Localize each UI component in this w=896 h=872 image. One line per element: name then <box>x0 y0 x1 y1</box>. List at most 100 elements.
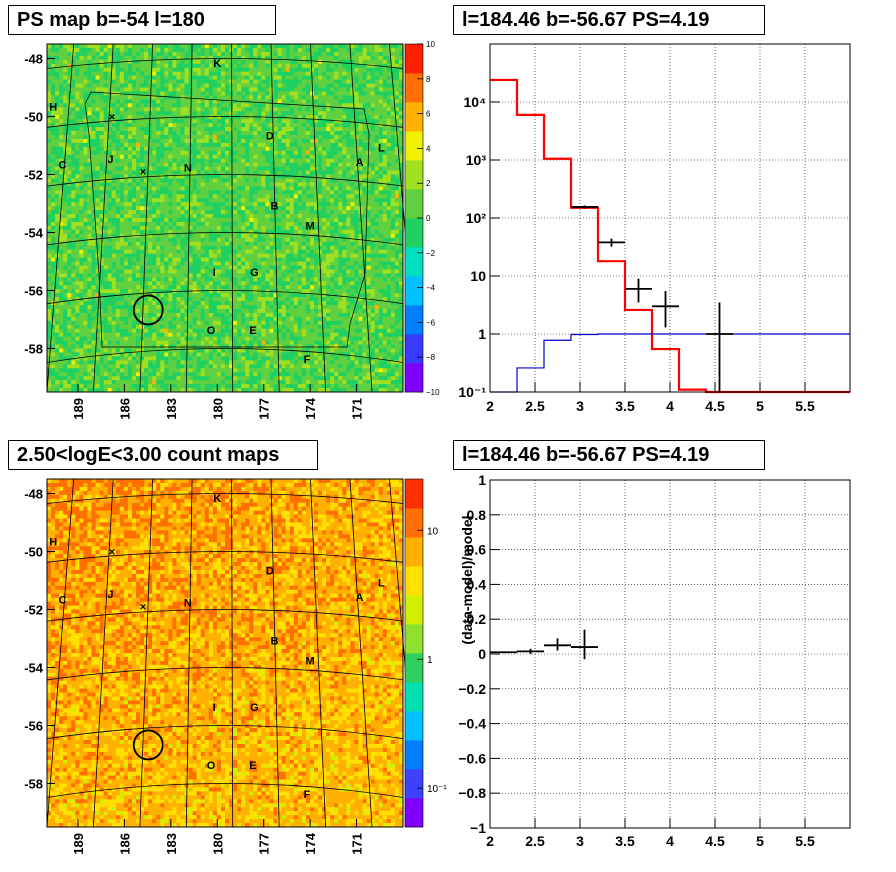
count-map-source-label-F: F <box>304 789 311 801</box>
ps-map-axes-frame <box>46 43 404 393</box>
ps-map-y-tick-label: -54 <box>24 226 44 241</box>
count-map-axes-frame <box>46 478 404 828</box>
spectrum-data-point-4 <box>706 302 733 392</box>
count-map-x-tick-label: 174 <box>303 832 318 854</box>
count-map-source-label-C: C <box>59 595 67 607</box>
spectrum-data-point-1 <box>598 238 625 247</box>
spectrum-data-point-2 <box>625 278 652 303</box>
count-map-latitude-line <box>46 783 404 798</box>
count-map-colorbar-label: 10⁻¹ <box>427 784 447 795</box>
ps-map-latitude-line <box>46 290 404 305</box>
spectrum-x-tick-label: 3 <box>576 398 584 414</box>
ps-map-cross-marker: × <box>109 112 115 124</box>
residual-x-tick-label: 3 <box>576 833 584 849</box>
count-map-latitude-line <box>46 667 404 681</box>
count-map-meridian-line <box>310 478 326 828</box>
residual-y-tick-label: 0.2 <box>467 611 487 627</box>
residual-data-point-2 <box>544 638 571 651</box>
ps-map-y-tick-label: -52 <box>24 168 43 183</box>
ps-map-x-tick-label: 183 <box>164 398 179 420</box>
count-map-source-label-M: M <box>306 656 315 668</box>
ps-map-meridian-line <box>310 43 326 393</box>
spectrum-x-tick-label: 5.5 <box>795 398 815 414</box>
ps-map-colorbar-label: 10 <box>426 40 435 49</box>
residual-x-tick-label: 2 <box>486 833 494 849</box>
ps-map-x-tick-label: 186 <box>117 398 132 420</box>
ps-map-meridian-line <box>231 43 234 393</box>
count-map-source-label-E: E <box>249 760 256 772</box>
ps-map-latitude-line <box>46 232 404 246</box>
ps-map-colorbar-label: 4 <box>426 144 431 153</box>
ps-map-source-label-E: E <box>249 325 256 337</box>
count-map-cells <box>47 479 404 828</box>
ps-map-source-label-O: O <box>207 325 216 337</box>
ps-map-meridian-line <box>349 43 373 393</box>
spectrum-y-tick-label: 10³ <box>466 152 487 168</box>
spectrum-y-tick-label: 1 <box>478 326 486 342</box>
residual-y-tick-label: 0.8 <box>467 507 487 523</box>
ps-map-colorbar-label: 6 <box>426 110 431 119</box>
count-map-latitude-line <box>46 609 404 622</box>
count-map-colorbar-label: 10 <box>427 526 439 537</box>
residual-y-tick-label: −0.6 <box>458 750 486 766</box>
ps-map-meridian-line <box>46 43 75 393</box>
count-map-colorbar: 10 1 10⁻¹ <box>404 478 447 828</box>
count-map-source-circle <box>132 729 164 761</box>
spectrum-x-tick-label: 2.5 <box>525 398 545 414</box>
ps-map-exposure-boundary <box>84 91 370 348</box>
ps-map-colorbar-label: −8 <box>426 353 436 362</box>
residual-x-tick-label: 2.5 <box>525 833 545 849</box>
residual-data-point-0 <box>490 651 517 654</box>
ps-map-source-label-M: M <box>306 221 315 233</box>
count-map-meridian-line <box>93 478 114 828</box>
count-map-plot: -48 -50 -52 -54 -56 -58 189 186 183 180 177 174 171 <box>24 478 419 855</box>
spectrum-data-point-3 <box>652 291 679 328</box>
count-map-source-label-B: B <box>271 635 279 647</box>
ps-map-plot: -48 -50 -52 -54 -56 -58 189 186 183 180 177 174 171 <box>24 43 419 420</box>
ps-map-source-label-C: C <box>59 160 67 172</box>
count-map-source-label-I: I <box>213 702 216 714</box>
ps-map-x-tick-label: 177 <box>257 398 272 420</box>
ps-map-colorbar-label: −6 <box>426 318 436 327</box>
residual-y-axis-label: (data-model)/model <box>459 515 475 644</box>
ps-map-latitude-line <box>46 174 404 187</box>
count-map-source-label-H: H <box>49 537 57 549</box>
count-map-source-label-J: J <box>107 589 113 601</box>
count-map-y-tick-label: -54 <box>24 661 44 676</box>
ps-map-source-label-I: I <box>213 267 216 279</box>
ps-map-colorbar-label: −10 <box>426 388 440 397</box>
ps-map-meridian-line <box>139 43 153 393</box>
ps-map-source-label-G: G <box>250 267 259 279</box>
spectrum-series-0 <box>490 78 850 394</box>
ps-map-meridian-line <box>270 43 280 393</box>
residual-y-tick-label: 0.6 <box>467 542 487 558</box>
ps-map-latitude-line <box>46 58 404 69</box>
count-map-y-tick-label: -58 <box>24 777 43 792</box>
count-map-colorbar-label: 1 <box>427 655 433 666</box>
residual-y-tick-label: −0.8 <box>458 785 486 801</box>
residual-y-tick-label: −0.2 <box>458 681 486 697</box>
ps-map-meridian-line <box>93 43 114 393</box>
ps-map-x-tick-label: 180 <box>210 398 225 420</box>
residual-x-tick-label: 5.5 <box>795 833 815 849</box>
spectrum-data-point-0 <box>571 205 598 209</box>
residual-data-point-1 <box>517 648 544 654</box>
ps-map-source-circle <box>132 294 164 326</box>
spectrum-series-1 <box>490 333 850 393</box>
ps-map-source-label-H: H <box>49 102 57 114</box>
count-map-cross-marker: × <box>140 602 146 614</box>
residual-x-tick-label: 5 <box>756 833 764 849</box>
count-map-source-label-N: N <box>184 598 192 610</box>
count-map-x-tick-label: 183 <box>164 833 179 855</box>
count-map-x-tick-label: 171 <box>350 833 365 855</box>
ps-map-colorbar-label: 0 <box>426 214 431 223</box>
residual-y-tick-label: −0.4 <box>458 716 486 732</box>
residual-x-tick-label: 4.5 <box>705 833 725 849</box>
residual-data-point-3 <box>571 629 598 660</box>
count-map-source-label-D: D <box>266 566 274 578</box>
spectrum-y-tick-label: 10² <box>466 210 487 226</box>
spectrum-x-tick-label: 2 <box>486 398 494 414</box>
ps-map-latitude-line <box>46 116 404 128</box>
ps-map-y-tick-label: -56 <box>24 284 43 299</box>
